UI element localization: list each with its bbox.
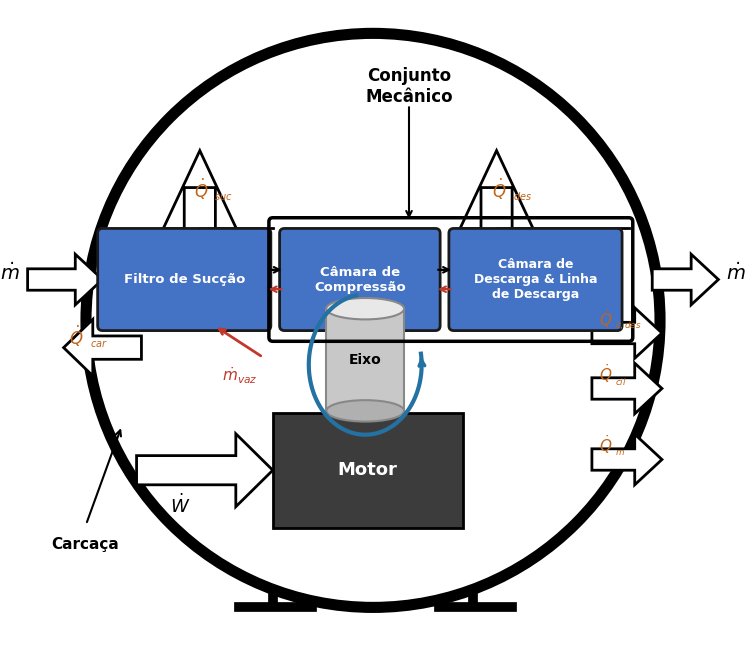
FancyBboxPatch shape [98, 228, 271, 331]
Text: $\dot{W}$: $\dot{W}$ [170, 494, 190, 517]
Text: $_{m}$: $_{m}$ [615, 446, 625, 458]
Text: $_{cil}$: $_{cil}$ [615, 374, 627, 387]
Text: Carcaça: Carcaça [51, 536, 119, 552]
Text: $_{des}$: $_{des}$ [513, 189, 532, 203]
Polygon shape [592, 434, 662, 485]
Polygon shape [137, 434, 273, 507]
Text: Conjunto
Mecânico: Conjunto Mecânico [366, 67, 453, 106]
FancyBboxPatch shape [449, 228, 622, 331]
Polygon shape [592, 308, 662, 358]
Bar [273, 413, 463, 528]
Text: $\dot{Q}$: $\dot{Q}$ [599, 434, 612, 456]
Polygon shape [63, 319, 142, 376]
Polygon shape [592, 363, 662, 413]
FancyBboxPatch shape [280, 228, 440, 331]
Text: Motor: Motor [338, 461, 398, 479]
Text: $_{suc}$: $_{suc}$ [214, 189, 233, 203]
Text: Eixo: Eixo [349, 353, 382, 367]
Text: $\dot{m}_{vaz}$: $\dot{m}_{vaz}$ [222, 365, 258, 385]
Text: $\dot{m}$: $\dot{m}$ [0, 263, 20, 285]
Bar [326, 309, 404, 411]
Polygon shape [652, 255, 718, 305]
Polygon shape [163, 150, 236, 228]
Text: Câmara de
Compressão: Câmara de Compressão [314, 265, 406, 293]
Text: $\dot{Q}$: $\dot{Q}$ [193, 177, 208, 202]
Text: Filtro de Sucção: Filtro de Sucção [124, 273, 245, 286]
Text: Câmara de
Descarga & Linha
de Descarga: Câmara de Descarga & Linha de Descarga [474, 258, 598, 301]
Text: $\dot{Q}$: $\dot{Q}$ [599, 307, 612, 330]
Text: $_{car}$: $_{car}$ [90, 336, 108, 350]
Polygon shape [460, 150, 533, 228]
Text: $\dot{Q}$: $\dot{Q}$ [69, 323, 84, 349]
Polygon shape [28, 255, 102, 305]
Text: $\dot{Q}$: $\dot{Q}$ [599, 363, 612, 385]
Text: $_{c,des}$: $_{c,des}$ [615, 319, 642, 332]
Text: $\dot{m}$: $\dot{m}$ [726, 263, 746, 285]
Ellipse shape [326, 298, 404, 319]
Text: $\dot{Q}$: $\dot{Q}$ [492, 177, 507, 202]
Ellipse shape [326, 400, 404, 422]
